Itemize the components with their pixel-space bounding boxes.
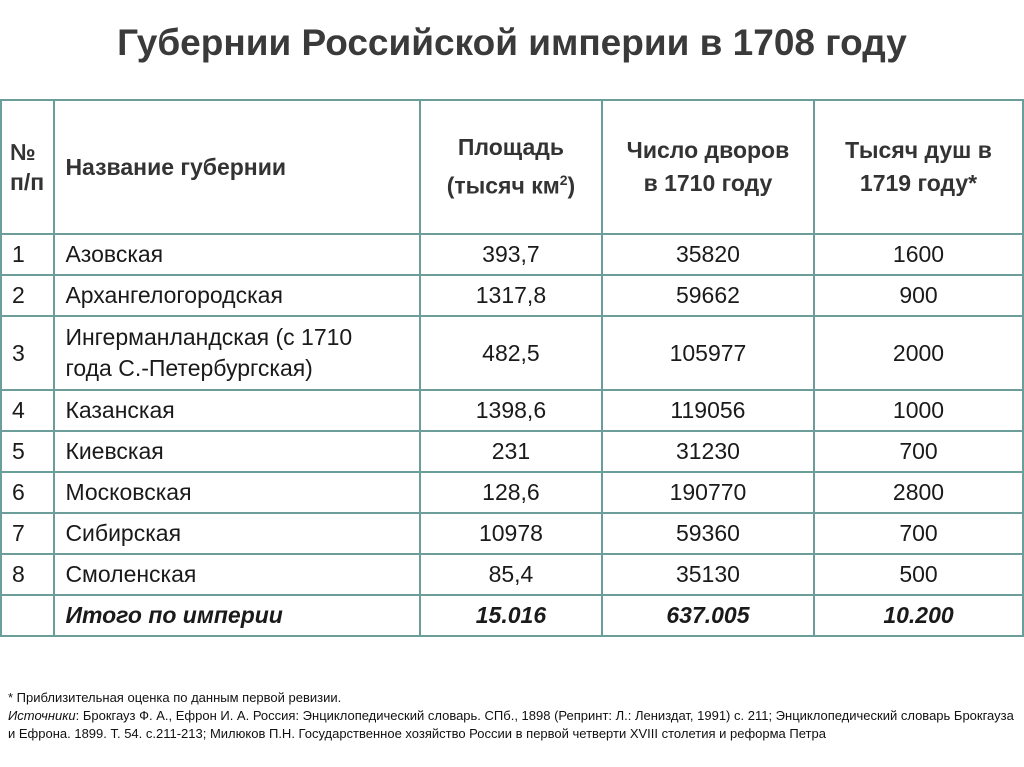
total-area: 15.016	[419, 594, 603, 637]
cell-yards: 35820	[600, 233, 816, 276]
header-yards: Число дворов в 1710 году	[600, 99, 816, 235]
cell-area: 231	[419, 430, 603, 473]
cell-name: Смоленская	[53, 553, 422, 596]
cell-souls: 1000	[813, 389, 1024, 432]
cell-name: Азовская	[53, 233, 422, 276]
cell-num: 2	[0, 274, 56, 317]
table-row: 5 Киевская 231 31230 700	[0, 430, 1024, 473]
footnote-sources: Источники: Брокгауз Ф. А., Ефрон И. А. Р…	[8, 707, 1018, 743]
table-row: 1 Азовская 393,7 35820 1600	[0, 233, 1024, 276]
footnote-note: * Приблизительная оценка по данным перво…	[8, 690, 342, 705]
cell-yards: 59662	[600, 274, 816, 317]
table-header-row: № п/п Название губернии Площадь (тысяч к…	[0, 99, 1024, 235]
cell-yards: 105977	[600, 315, 816, 391]
total-yards: 637.005	[600, 594, 816, 637]
header-area-line2: (тысяч км	[446, 172, 560, 199]
cell-area: 393,7	[419, 233, 603, 276]
cell-name: Сибирская	[53, 512, 422, 555]
table-row: 7 Сибирская 10978 59360 700	[0, 512, 1024, 555]
cell-name: Московская	[53, 471, 422, 514]
cell-souls: 700	[813, 430, 1024, 473]
cell-num: 3	[0, 315, 56, 391]
cell-souls: 900	[813, 274, 1024, 317]
cell-yards: 59360	[600, 512, 816, 555]
table-row: 3 Ингерманландская (с 1710 года С.-Петер…	[0, 315, 1024, 391]
table-row: 4 Казанская 1398,6 119056 1000	[0, 389, 1024, 432]
cell-area: 1398,6	[419, 389, 603, 432]
cell-souls: 2000	[813, 315, 1024, 391]
cell-yards: 31230	[600, 430, 816, 473]
sources-label: Источники	[8, 708, 76, 723]
governorates-table: № п/п Название губернии Площадь (тысяч к…	[0, 99, 1024, 637]
header-souls: Тысяч душ в 1719 году*	[813, 99, 1024, 235]
cell-area: 482,5	[419, 315, 603, 391]
header-area: Площадь (тысяч км2)	[419, 99, 603, 235]
cell-num: 8	[0, 553, 56, 596]
table-row: 6 Московская 128,6 190770 2800	[0, 471, 1024, 514]
cell-souls: 700	[813, 512, 1024, 555]
header-name: Название губернии	[53, 99, 422, 235]
cell-area: 128,6	[419, 471, 603, 514]
cell-name: Казанская	[53, 389, 422, 432]
table-row: 2 Архангелогородская 1317,8 59662 900	[0, 274, 1024, 317]
header-num: № п/п	[0, 99, 56, 235]
header-area-sup: 2	[559, 172, 568, 189]
header-area-close: )	[567, 172, 576, 199]
cell-num: 1	[0, 233, 56, 276]
cell-souls: 2800	[813, 471, 1024, 514]
cell-num: 4	[0, 389, 56, 432]
footnote: * Приблизительная оценка по данным перво…	[8, 689, 1018, 743]
total-row: Итого по империи 15.016 637.005 10.200	[0, 594, 1024, 637]
cell-souls: 1600	[813, 233, 1024, 276]
cell-name: Архангелогородская	[53, 274, 422, 317]
total-souls: 10.200	[813, 594, 1024, 637]
cell-area: 85,4	[419, 553, 603, 596]
cell-yards: 119056	[600, 389, 816, 432]
cell-name: Ингерманландская (с 1710 года С.-Петербу…	[53, 315, 422, 391]
cell-num: 5	[0, 430, 56, 473]
cell-num: 6	[0, 471, 56, 514]
cell-num-empty	[0, 594, 56, 637]
total-label: Итого по империи	[53, 594, 422, 637]
cell-num: 7	[0, 512, 56, 555]
cell-souls: 500	[813, 553, 1024, 596]
cell-area: 1317,8	[419, 274, 603, 317]
cell-yards: 190770	[600, 471, 816, 514]
header-area-line1: Площадь	[457, 134, 564, 161]
cell-area: 10978	[419, 512, 603, 555]
table-row: 8 Смоленская 85,4 35130 500	[0, 553, 1024, 596]
cell-name: Киевская	[53, 430, 422, 473]
cell-yards: 35130	[600, 553, 816, 596]
page-title: Губернии Российской империи в 1708 году	[117, 22, 907, 63]
sources-text: : Брокгауз Ф. А., Ефрон И. А. Россия: Эн…	[8, 708, 1014, 741]
